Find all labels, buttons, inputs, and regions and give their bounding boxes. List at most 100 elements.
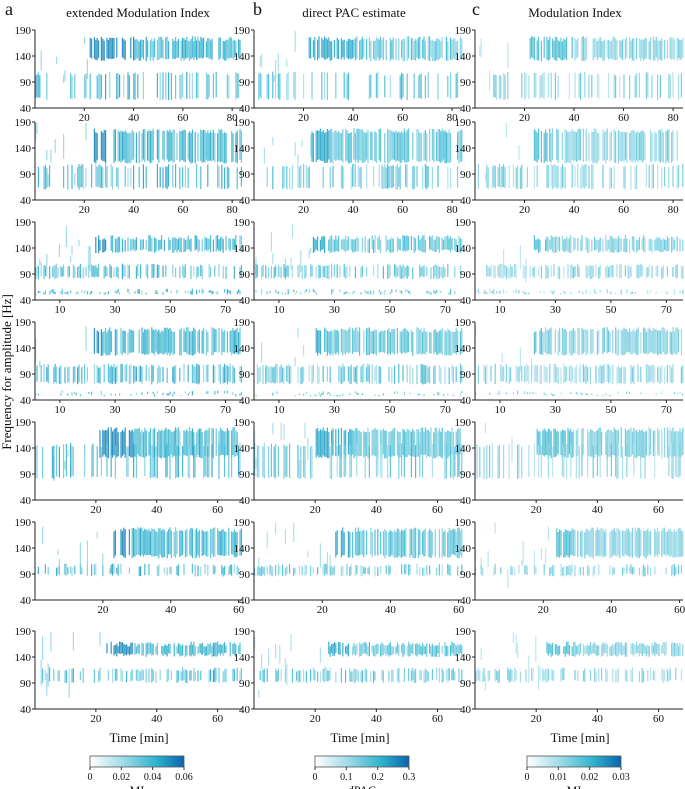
- heatmap-cell: [117, 236, 119, 254]
- heatmap-cell: [64, 367, 66, 384]
- heatmap-cell: [163, 645, 165, 654]
- heatmap-cell: [329, 554, 331, 574]
- heatmap-cell: [665, 567, 667, 575]
- heatmap-cell: [546, 367, 548, 383]
- x-tick-label: 50: [384, 404, 396, 416]
- heatmap-cell: [78, 265, 80, 278]
- heatmap-cell: [176, 530, 178, 555]
- heatmap-cell: [74, 565, 76, 574]
- heatmap-cell: [297, 670, 299, 683]
- heatmap-cell: [214, 527, 216, 557]
- heatmap-cell: [293, 523, 295, 543]
- heatmap-cell: [367, 291, 369, 295]
- heatmap-cell: [405, 235, 407, 252]
- heatmap-cell: [563, 566, 565, 577]
- heatmap-cell: [413, 670, 415, 683]
- heatmap-cell: [619, 75, 621, 98]
- heatmap-cell: [434, 264, 436, 277]
- heatmap-cell: [116, 329, 118, 355]
- heatmap-cell: [168, 72, 170, 100]
- heatmap-cell: [361, 531, 363, 555]
- heatmap-cell: [594, 432, 596, 458]
- heatmap-cell: [505, 364, 507, 383]
- heatmap-cell: [117, 167, 119, 190]
- heatmap-cell: [589, 329, 591, 355]
- heatmap-cell: [682, 289, 684, 294]
- heatmap-cell: [388, 532, 390, 557]
- heatmap-cell: [401, 130, 403, 163]
- heatmap-cell: [678, 446, 680, 478]
- heatmap-cell: [580, 566, 582, 576]
- heatmap-cell: [236, 327, 238, 355]
- heatmap-cell: [563, 446, 565, 478]
- heatmap-cell: [39, 291, 41, 294]
- heatmap-cell: [554, 428, 556, 457]
- x-tick-label: 40: [592, 504, 604, 516]
- heatmap-cell: [413, 73, 415, 99]
- heatmap-cell: [84, 364, 86, 384]
- heatmap-cell: [408, 429, 410, 455]
- heatmap-cell: [103, 266, 105, 279]
- heatmap-cell: [350, 443, 352, 478]
- heatmap-cell: [679, 428, 681, 456]
- heatmap-cell: [262, 365, 264, 385]
- heatmap-cell: [388, 166, 390, 189]
- heatmap-cell: [574, 565, 576, 577]
- heatmap-cell: [96, 38, 98, 61]
- heatmap-cell: [226, 289, 228, 295]
- y-tick-label: 140: [15, 243, 32, 255]
- heatmap-cell: [229, 564, 231, 575]
- heatmap-cell: [210, 669, 212, 682]
- heatmap-cell: [272, 137, 274, 145]
- heatmap-cell: [406, 36, 408, 61]
- heatmap-cell: [392, 131, 394, 160]
- heatmap-cell: [652, 670, 654, 680]
- heatmap-cell: [137, 263, 139, 277]
- heatmap-cell: [451, 39, 453, 60]
- heatmap-cell: [679, 391, 681, 394]
- heatmap-cell: [592, 164, 594, 189]
- heatmap-cell: [659, 130, 661, 163]
- heatmap-cell: [222, 643, 224, 656]
- heatmap-cell: [391, 130, 393, 160]
- heatmap-cell: [588, 645, 590, 656]
- heatmap-cell: [415, 238, 417, 252]
- heatmap-cell: [180, 40, 182, 61]
- heatmap-cell: [239, 327, 241, 354]
- heatmap-cell: [286, 445, 288, 477]
- heatmap-cell: [149, 531, 151, 555]
- heatmap-cell: [429, 235, 431, 250]
- heatmap-cell: [205, 444, 207, 477]
- heatmap-cell: [349, 367, 351, 384]
- heatmap-cell: [676, 392, 678, 395]
- heatmap-cell: [374, 235, 376, 253]
- heatmap-cell: [176, 565, 178, 575]
- heatmap-cell: [497, 265, 499, 277]
- heatmap-cell: [532, 267, 534, 277]
- heatmap-cell: [138, 289, 140, 294]
- heatmap-cell: [173, 40, 175, 59]
- heatmap-cell: [232, 328, 234, 354]
- heatmap-cell: [648, 532, 650, 555]
- heatmap-cell: [566, 641, 568, 654]
- heatmap-cell: [377, 238, 379, 250]
- heatmap-cell: [287, 289, 289, 295]
- heatmap-cell: [557, 646, 559, 656]
- heatmap-cell: [543, 428, 545, 457]
- heatmap-cell: [661, 645, 663, 654]
- heatmap-cell: [331, 330, 333, 354]
- heatmap-cell: [103, 331, 105, 353]
- heatmap-cell: [191, 528, 193, 558]
- heatmap-cell: [221, 565, 223, 575]
- heatmap-cell: [131, 130, 133, 161]
- heatmap-cell: [366, 164, 368, 189]
- heatmap-cell: [197, 132, 199, 162]
- heatmap-cell: [204, 445, 206, 477]
- heatmap-cell: [396, 642, 398, 653]
- heatmap-cell: [304, 445, 306, 479]
- heatmap-cell: [68, 668, 70, 681]
- heatmap-cell: [547, 72, 549, 98]
- heatmap-cell: [540, 328, 542, 355]
- heatmap-cell: [198, 365, 200, 384]
